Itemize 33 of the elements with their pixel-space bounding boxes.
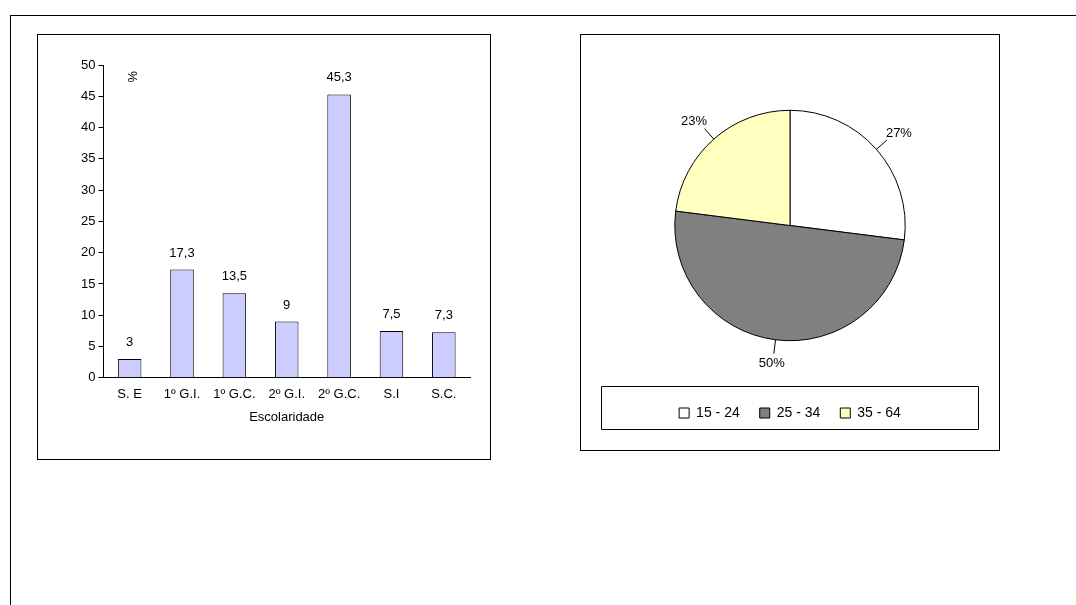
data-label: 7,5 <box>382 305 401 321</box>
x-tick-label: 1º G.I. <box>163 386 201 402</box>
x-tick-label: S.C. <box>431 386 457 402</box>
y-tick-label: 10 <box>80 306 96 322</box>
data-label: 50% <box>758 355 786 371</box>
x-tick-label: 2º G.C. <box>317 386 361 402</box>
x-axis-title: Escolaridade <box>249 408 325 424</box>
y-tick-label: 25 <box>80 212 96 228</box>
data-label: 45,3 <box>326 69 352 85</box>
data-label: 27% <box>885 125 913 141</box>
legend-label: 35 - 64 <box>857 403 902 420</box>
x-tick-label: 1º G.C. <box>213 386 256 402</box>
x-tick-label: S.I <box>383 386 400 402</box>
y-tick-label: 15 <box>80 275 96 291</box>
legend-label: 25 - 34 <box>776 403 821 420</box>
y-tick-label: 30 <box>80 181 96 197</box>
data-label: 3 <box>126 334 134 350</box>
data-label: 9 <box>283 296 291 312</box>
data-label: 23% <box>680 112 708 128</box>
data-label: 17,3 <box>169 244 195 260</box>
y-tick-label: 40 <box>80 119 96 135</box>
x-tick-label: 2º G.I. <box>268 386 305 402</box>
y-tick-label: 20 <box>80 244 96 260</box>
y-tick-label: 5 <box>88 338 96 354</box>
y-tick-label: 0 <box>88 369 96 385</box>
y-tick-label: 35 <box>80 150 96 166</box>
y-axis-title: % <box>124 71 140 83</box>
data-label: 13,5 <box>221 268 248 284</box>
data-label: 7,3 <box>434 307 453 323</box>
y-tick-label: 45 <box>80 87 96 103</box>
x-tick-label: S. E <box>117 386 143 402</box>
legend-label: 15 - 24 <box>696 403 740 420</box>
y-tick-label: 50 <box>80 56 96 72</box>
